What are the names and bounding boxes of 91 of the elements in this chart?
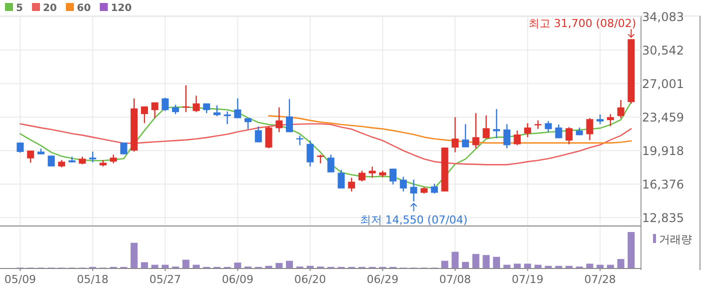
candlestick	[306, 140, 314, 168]
candlestick	[472, 112, 480, 149]
bar	[462, 262, 469, 268]
candlestick	[213, 104, 220, 117]
candlestick	[514, 130, 521, 146]
candlestick	[493, 108, 500, 139]
x-tick-label: 06/09	[222, 273, 254, 286]
candlestick	[586, 118, 594, 141]
candlestick	[140, 106, 148, 124]
x-tick-label: 07/19	[512, 273, 544, 286]
bar	[234, 262, 242, 268]
bar	[493, 256, 500, 268]
bar	[182, 260, 190, 268]
y-tick-label: 27,001	[642, 77, 684, 92]
candlestick	[327, 154, 334, 173]
x-tick-label: 06/20	[294, 273, 326, 286]
bar	[524, 264, 532, 268]
x-tick-label: 05/18	[76, 273, 109, 286]
candlestick	[606, 113, 614, 127]
candlestick	[296, 134, 304, 146]
candlestick	[617, 99, 624, 119]
legend-label: 5	[16, 3, 23, 14]
candlestick	[265, 126, 272, 149]
bar	[534, 264, 542, 268]
bar	[586, 264, 594, 268]
bar	[276, 262, 283, 268]
candlestick	[358, 170, 366, 182]
bar	[151, 264, 158, 268]
candlestick	[151, 102, 158, 119]
x-tick-label: 05/27	[149, 273, 182, 286]
bar	[286, 260, 293, 268]
x-tick-label: 05/09	[4, 273, 36, 286]
legend-label: 거래량	[659, 233, 692, 246]
bar	[472, 254, 480, 268]
candlestick	[452, 116, 459, 153]
bar	[617, 259, 624, 268]
candlestick	[368, 166, 376, 178]
candlestick	[48, 155, 55, 168]
candlestick	[286, 98, 293, 133]
bar	[441, 260, 448, 268]
candlestick	[16, 142, 24, 154]
candlestick	[544, 120, 552, 133]
candlestick	[524, 122, 532, 138]
bar	[482, 255, 490, 268]
candlestick	[566, 126, 573, 145]
candlestick	[596, 114, 604, 125]
candlestick	[462, 124, 469, 148]
candlestick	[27, 150, 34, 164]
candlestick	[244, 118, 252, 130]
bar	[140, 262, 148, 268]
annotation: 최고 31,700 (08/02)	[528, 17, 636, 30]
legend-label: 120	[110, 3, 132, 14]
candlestick	[234, 98, 242, 119]
candlestick	[555, 124, 562, 139]
legend-label: 60	[76, 3, 91, 14]
x-tick-label: 07/08	[439, 273, 471, 286]
bar	[130, 242, 138, 268]
y-tick-label: 19,918	[642, 144, 684, 158]
candlestick	[348, 177, 356, 192]
candlestick	[276, 106, 283, 133]
candlestick	[120, 142, 128, 155]
candlestick	[162, 97, 169, 112]
candlestick	[192, 95, 200, 113]
bar	[514, 264, 521, 268]
candlestick	[482, 114, 490, 139]
candlestick	[430, 183, 438, 194]
x-tick-label: 07/28	[584, 273, 616, 286]
candlestick	[503, 124, 510, 149]
candlestick	[338, 169, 345, 190]
legend-label: 20	[42, 3, 57, 14]
candlestick	[410, 179, 418, 202]
bar	[162, 264, 169, 268]
bar	[628, 232, 635, 268]
annotation: 최저 14,550 (07/04)	[360, 213, 468, 226]
candlestick	[224, 110, 231, 125]
bar	[606, 264, 614, 268]
y-tick-label: 30,542	[642, 44, 684, 58]
y-tick-label: 12,835	[642, 211, 684, 226]
candlestick	[254, 126, 262, 143]
candlestick	[389, 168, 396, 186]
bar	[452, 252, 459, 268]
y-tick-label: 34,083	[642, 10, 684, 24]
candlestick	[89, 151, 96, 163]
y-tick-label: 23,459	[642, 110, 684, 125]
bar	[192, 264, 200, 268]
bar	[596, 264, 604, 268]
candlestick	[172, 104, 180, 115]
y-tick-label: 16,376	[642, 178, 684, 192]
bar	[503, 264, 510, 268]
x-tick-label: 06/29	[366, 273, 398, 286]
candlestick	[400, 176, 407, 192]
